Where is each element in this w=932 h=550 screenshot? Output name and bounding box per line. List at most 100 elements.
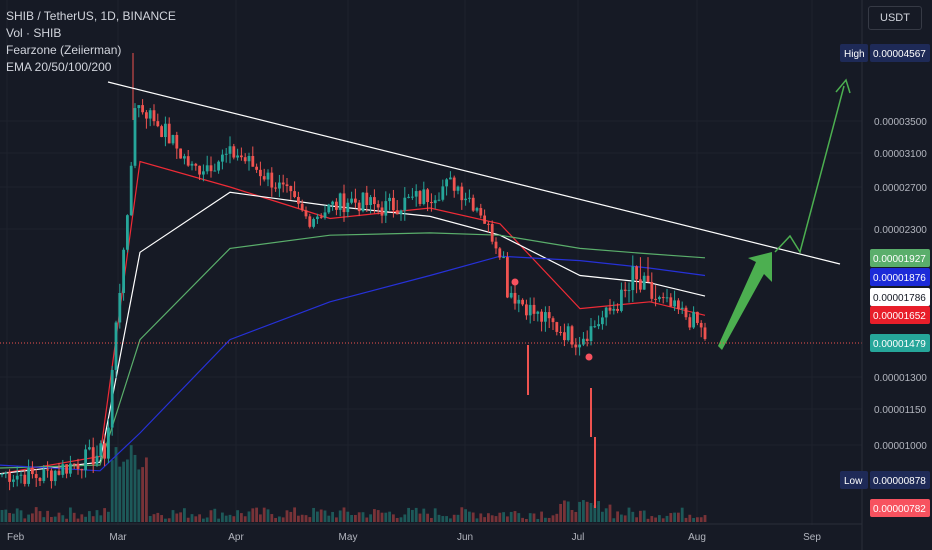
volume-bar <box>122 461 125 522</box>
candle-body <box>179 148 182 159</box>
volume-bar <box>369 514 372 522</box>
candle-body <box>506 257 509 298</box>
x-tick-label: Jul <box>572 532 585 543</box>
candle-body <box>114 322 118 370</box>
candle-body <box>532 304 536 314</box>
volume-bar <box>156 512 160 522</box>
volume-bar <box>300 514 304 522</box>
candle-body <box>661 297 665 299</box>
candlesticks <box>0 53 707 508</box>
candle-body <box>597 324 600 327</box>
volume-bar <box>255 507 258 522</box>
candle-body <box>148 110 152 119</box>
price-badge-value: 0.00001652 <box>873 311 926 322</box>
candle-body <box>46 469 49 471</box>
candle-body <box>433 200 437 204</box>
volume-bar <box>240 513 243 522</box>
candle-body <box>342 193 346 213</box>
volume-bar <box>437 514 441 522</box>
ema-lines <box>0 160 706 475</box>
candle-body <box>164 123 167 138</box>
volume-bar <box>627 507 631 522</box>
currency-button[interactable]: USDT <box>868 6 922 30</box>
volume-bar <box>232 516 236 522</box>
candle-body <box>441 186 445 200</box>
legend-volume[interactable]: Vol · SHIB <box>6 26 62 40</box>
candle-body <box>688 317 692 328</box>
volume-bar <box>8 512 11 522</box>
y-tick-label: 0.00002300 <box>874 225 927 236</box>
chart-legend: SHIB / TetherUS, 1D, BINANCE Vol · SHIB … <box>6 8 176 76</box>
volume-bar <box>650 516 654 522</box>
candle-body <box>498 248 502 258</box>
candle-body <box>578 344 581 348</box>
candle-body <box>684 307 688 318</box>
volume-bar <box>72 512 76 522</box>
volume-bar <box>532 513 536 522</box>
candle-body <box>34 474 38 479</box>
candle-body <box>308 216 312 227</box>
volume-bar <box>460 507 464 522</box>
volume-bar <box>4 509 8 522</box>
y-tick-label: 0.00001300 <box>874 373 927 384</box>
drawings <box>0 78 862 350</box>
candle-body <box>357 202 361 212</box>
volume-bar <box>487 513 490 522</box>
volume-bar <box>471 512 475 522</box>
volume-bar <box>559 503 562 522</box>
candle-body <box>72 463 76 465</box>
volume-bar <box>15 508 19 522</box>
candle-body <box>84 449 87 471</box>
candle-body <box>369 197 372 206</box>
ema-line-3 <box>0 232 706 469</box>
volume-bar <box>243 516 247 522</box>
candle-body <box>50 470 53 482</box>
volume-bar <box>639 510 642 522</box>
candle-body <box>350 198 353 203</box>
projection-arrow-up <box>718 252 772 350</box>
candle-body <box>445 179 448 187</box>
volume-bar <box>129 445 133 522</box>
candle-body <box>479 208 483 216</box>
candle-body <box>327 204 331 213</box>
volume-bar <box>528 513 532 522</box>
volume-bar <box>205 517 209 522</box>
price-badge-value: 0.00001927 <box>873 254 926 265</box>
volume-bar <box>61 515 65 522</box>
candle-body <box>376 204 380 208</box>
volume-bar <box>551 515 555 522</box>
candle-body <box>650 282 654 299</box>
volume-bar <box>441 516 445 522</box>
volume-bar <box>452 514 456 522</box>
volume-bar <box>297 515 300 522</box>
candle-body <box>194 163 198 166</box>
candle-body <box>4 472 8 474</box>
candle-body <box>536 311 540 314</box>
candle-body <box>589 326 593 341</box>
legend-symbol[interactable]: SHIB / TetherUS, 1D, BINANCE <box>6 9 176 23</box>
legend-ema[interactable]: EMA 20/50/100/200 <box>6 60 112 74</box>
volume-bar <box>547 517 551 522</box>
volume-bar <box>342 507 346 522</box>
volume-bar <box>148 515 152 522</box>
legend-indicator[interactable]: Fearzone (Zeiierman) <box>6 43 122 57</box>
candle-body <box>183 156 186 159</box>
price-badge-value: 0.00000782 <box>873 504 926 515</box>
candle-body <box>61 464 65 475</box>
volume-bar <box>327 515 331 522</box>
candle-body <box>456 186 460 191</box>
candle-body <box>380 207 384 216</box>
volume-bar <box>608 504 612 522</box>
candle-body <box>521 299 524 305</box>
volume-bar <box>42 517 46 522</box>
volume-bar <box>490 515 494 522</box>
candle-body <box>703 327 707 340</box>
candle-body <box>19 474 23 476</box>
candle-body <box>251 155 255 167</box>
candle-body <box>274 187 277 189</box>
candle-body <box>517 299 521 304</box>
volume-bar <box>19 510 23 522</box>
volume-bar <box>57 512 61 522</box>
volume-bar <box>642 510 646 522</box>
